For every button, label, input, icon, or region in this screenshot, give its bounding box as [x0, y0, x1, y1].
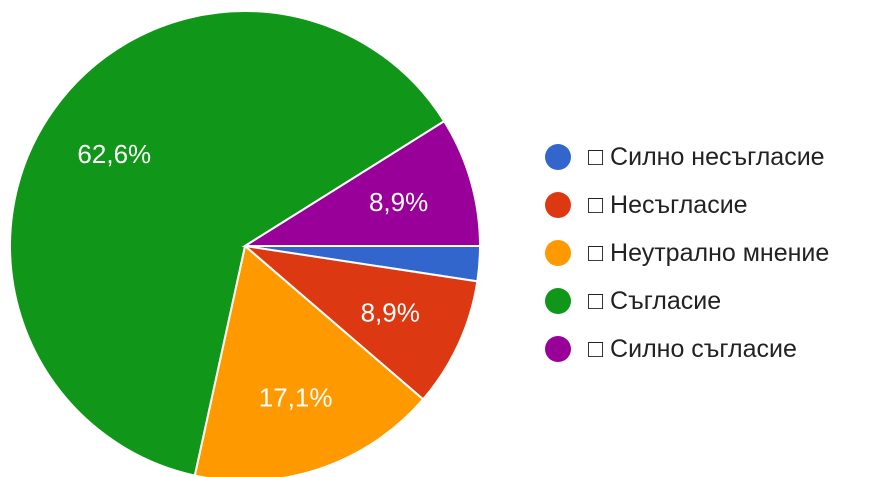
legend-swatch [545, 192, 571, 218]
legend-item[interactable]: □ Силно съгласие [545, 335, 797, 363]
legend-swatch [545, 288, 571, 314]
legend-label: □ Съгласие [588, 287, 721, 315]
slice-data-label: 8,9% [369, 187, 428, 217]
pie-slice[interactable] [9, 10, 446, 477]
legend-item[interactable]: □ Силно несъгласие [545, 143, 825, 171]
legend: □ Силно несъгласие □ Несъгласие □ Неутралн… [545, 143, 829, 363]
legend-swatch [545, 144, 571, 170]
pie-labels: 8,9% 17,1% 62,6% 8,9% [77, 139, 428, 413]
slice-data-label: 8,9% [361, 298, 420, 328]
legend-label: □ Силно несъгласие [588, 143, 825, 171]
legend-swatch [545, 240, 571, 266]
pie-slices [9, 10, 482, 477]
slice-data-label: 17,1% [259, 383, 333, 413]
pie-slice[interactable] [241, 244, 479, 401]
pie-slice[interactable] [193, 244, 425, 477]
pie-slice[interactable] [241, 119, 482, 247]
legend-item[interactable]: □ Неутрално мнение [545, 239, 829, 267]
legend-swatch [545, 336, 571, 362]
legend-label: □ Силно съгласие [588, 335, 797, 363]
legend-label: □ Неутрално мнение [588, 239, 829, 267]
legend-item[interactable]: □ Несъгласие [545, 191, 748, 219]
slice-data-label: 62,6% [77, 139, 151, 169]
legend-label: □ Несъгласие [588, 191, 748, 219]
legend-item[interactable]: □ Съгласие [545, 287, 721, 315]
